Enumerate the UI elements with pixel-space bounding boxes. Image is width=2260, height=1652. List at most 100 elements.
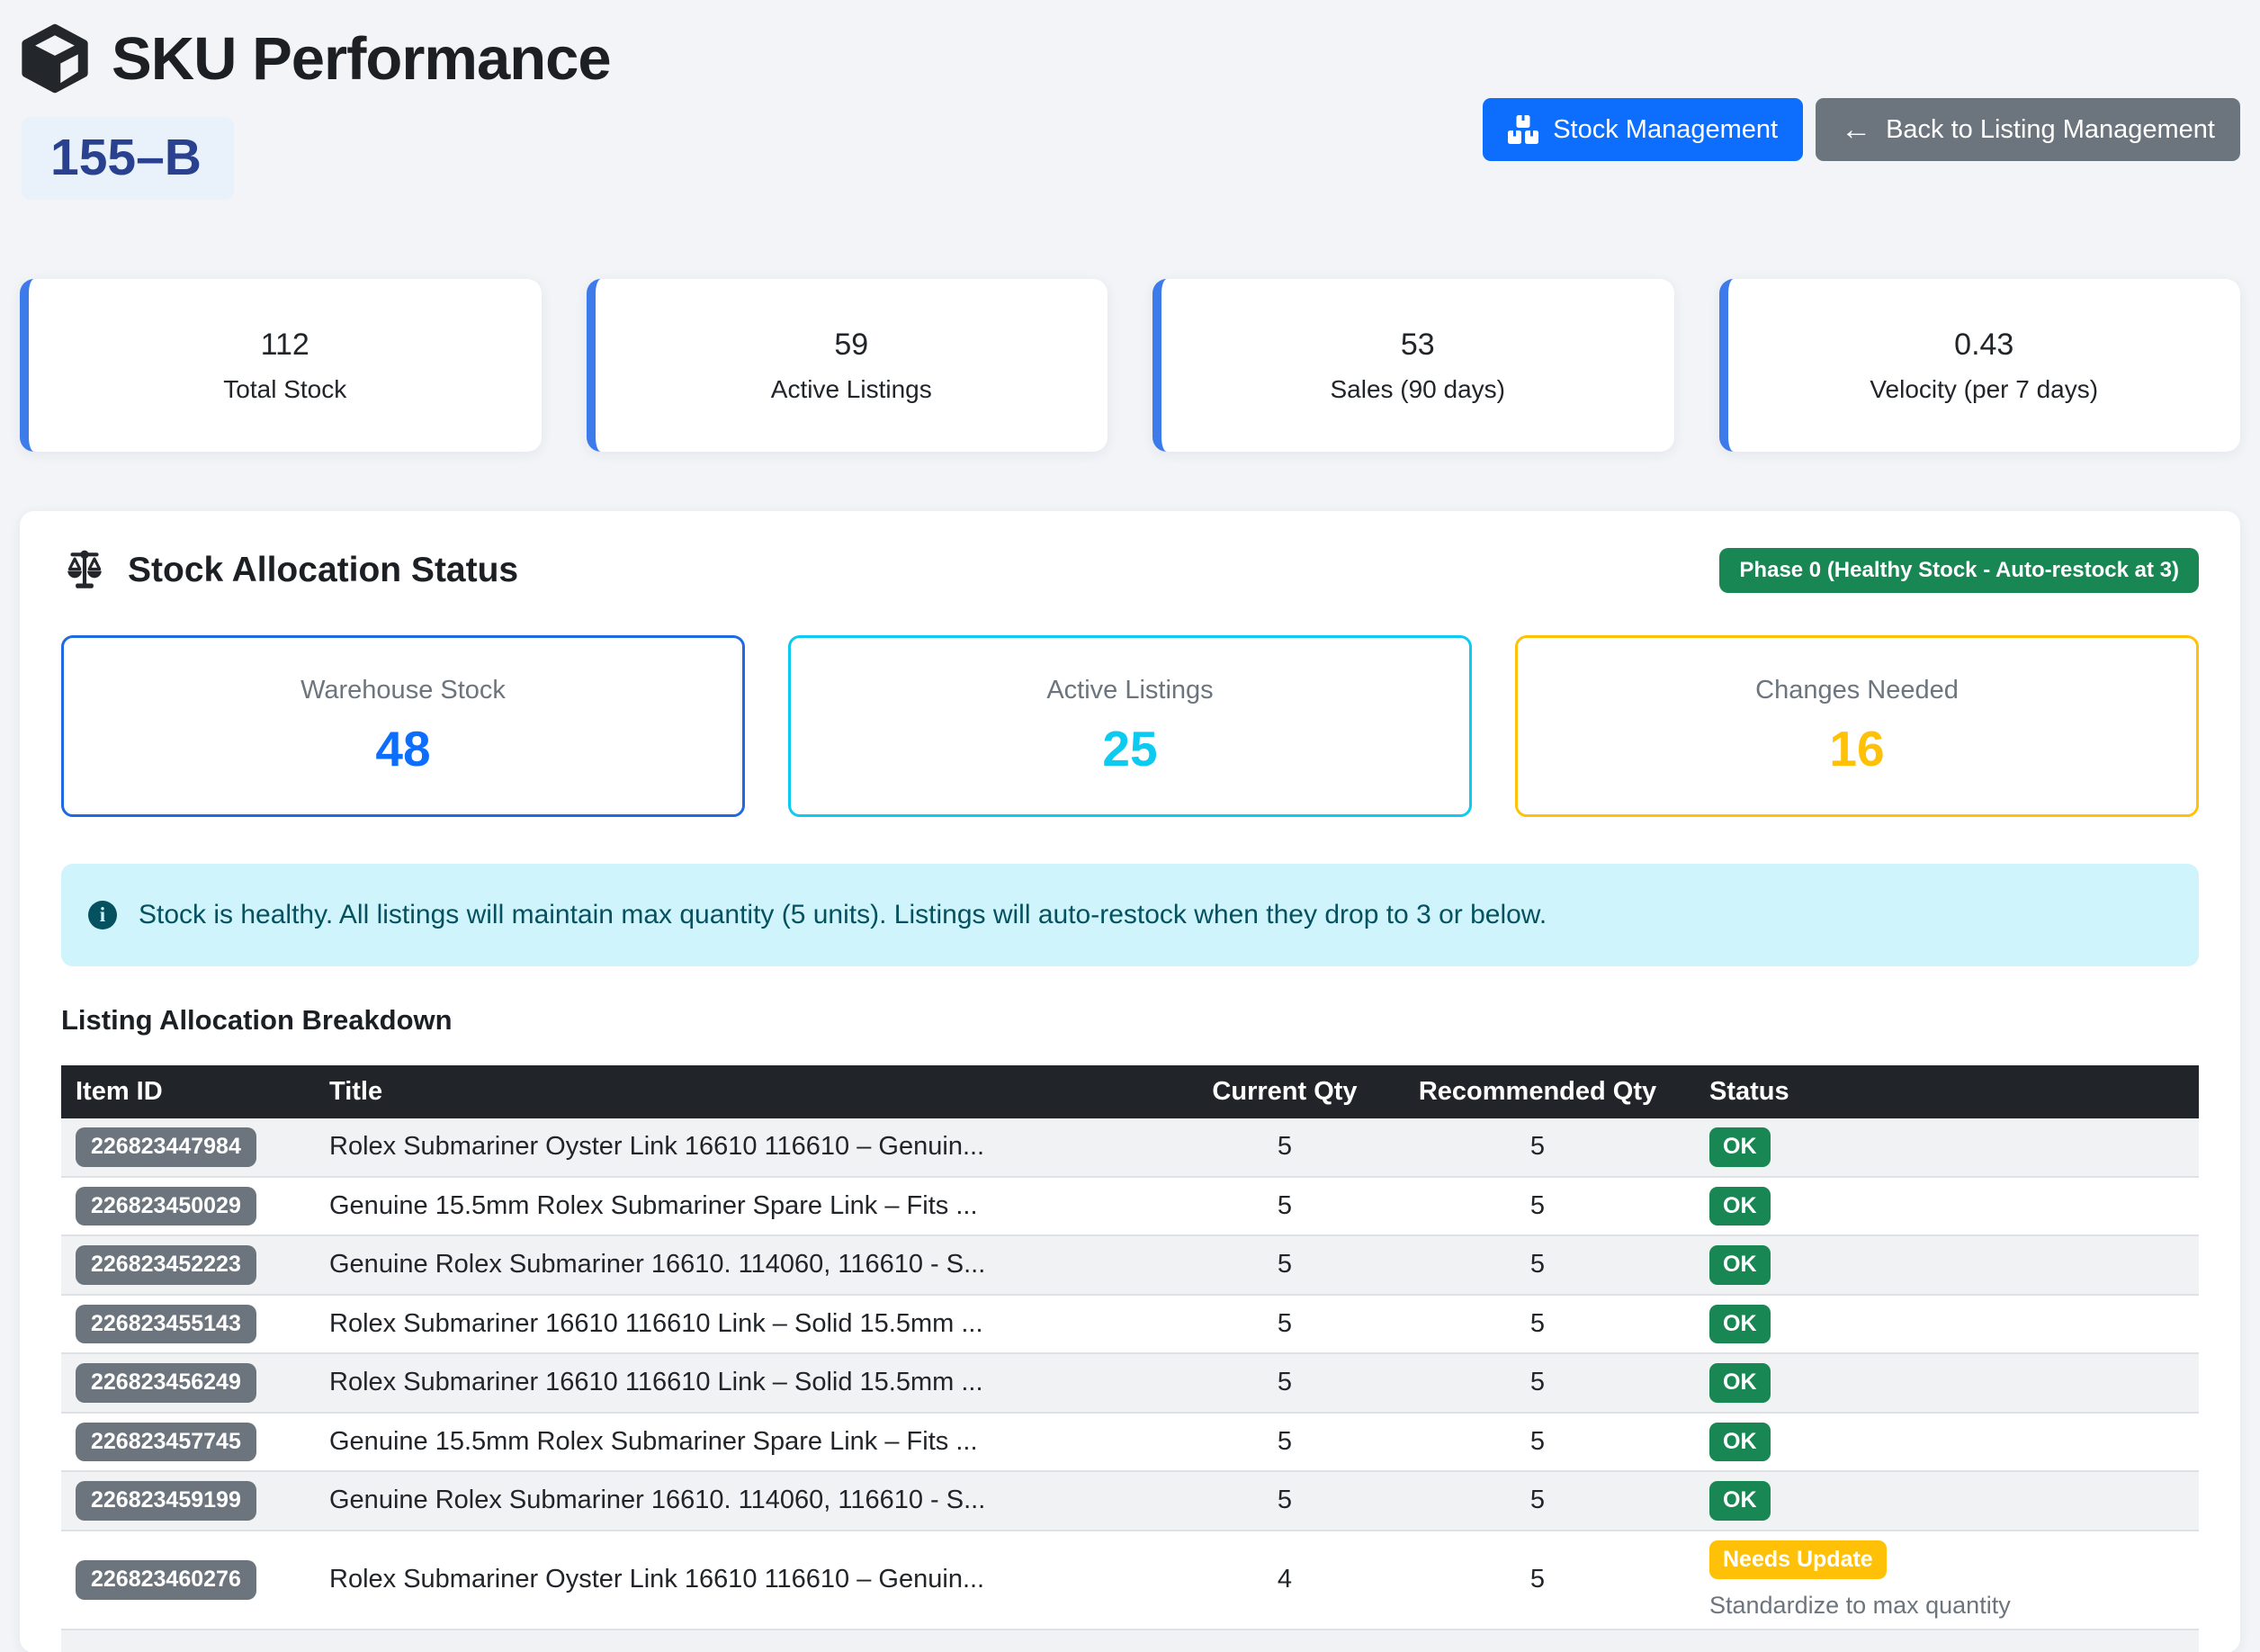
breakdown-title: Listing Allocation Breakdown [61,1004,453,1036]
title-cell: Rolex Submariner 16610 116610 Link – Sol… [315,1294,1189,1354]
status-cell: OK [1695,1353,2199,1414]
recommended-qty-cell: 5 [1380,1118,1695,1178]
title-cell: Genuine 15.5mm Rolex Submariner Spare Li… [315,1412,1189,1472]
status-cell: Needs Update Standardize to max quantity [1695,1530,2199,1630]
current-qty-cell: 5 [1189,1176,1380,1236]
status-badge: OK [1709,1245,1771,1285]
item-id-badge: 226823456249 [76,1363,256,1403]
recommended-qty-cell: 5 [1380,1235,1695,1296]
column-header-item-id: Item ID [61,1065,315,1118]
title-cell: Genuine 15.5mm Rolex Submariner Spare Li… [315,1176,1189,1236]
page-header: SKU Performance [20,23,2240,94]
item-id-badge: 226823460276 [76,1560,256,1600]
item-id-cell: 226823460276 [61,1530,315,1630]
status-badge: OK [1709,1481,1771,1521]
recommended-qty-cell: 5 [1380,1353,1695,1414]
section-title: Stock Allocation Status [128,551,519,589]
recommended-qty-cell: 5 [1380,1471,1695,1531]
alert-message: Stock is healthy. All listings will main… [139,900,1547,929]
status-badge: OK [1709,1186,1771,1226]
cube-icon [22,23,88,94]
status-cell: OK [1695,1235,2199,1296]
column-header-title: Title [315,1065,1189,1118]
back-to-listing-label: Back to Listing Management [1886,114,2215,144]
info-icon: i [88,901,117,929]
item-id-cell: 226823447984 [61,1118,315,1178]
status-cell: OK [1695,1294,2199,1354]
stock-management-button[interactable]: Stock Management [1483,98,1804,161]
listing-allocation-table: Item ID Title Current Qty Recommended Qt… [61,1065,2199,1652]
column-header-status: Status [1695,1065,2199,1118]
back-to-listing-button[interactable]: ← Back to Listing Management [1816,98,2240,161]
item-id-cell: 226823450029 [61,1176,315,1236]
alloc-label: Changes Needed [1755,675,1959,705]
current-qty-cell: 5 [1189,1118,1380,1178]
status-cell: OK [1695,1471,2199,1531]
status-cell: OK [1695,1176,2199,1236]
balance-scale-icon [67,550,102,588]
column-header-current-qty: Current Qty [1189,1065,1380,1118]
title-cell: Rolex Submariner Oyster Link 16610 11661… [315,1118,1189,1178]
table-row: 226823459199 Genuine Rolex Submariner 16… [61,1471,2199,1531]
table-row: 226823456249 Rolex Submariner 16610 1166… [61,1353,2199,1414]
recommended-qty-cell: 5 [1380,1530,1695,1630]
alloc-label: Warehouse Stock [300,675,506,705]
boxes-stacked-icon [1508,115,1539,144]
title-cell: Rolex Submariner 16610 116610 Link – Sol… [315,1353,1189,1414]
item-id-badge: 226823450029 [76,1186,256,1226]
stat-value: 53 [1400,327,1435,362]
stat-value: 59 [834,327,869,362]
stock-healthy-alert: i Stock is healthy. All listings will ma… [61,864,2199,966]
item-id-cell: 226823457745 [61,1412,315,1472]
stat-card-sales-90-days: 53 Sales (90 days) [1152,279,1674,452]
title-cell: Genuine Rolex Submariner 16610. 114060, … [315,1471,1189,1531]
stat-card-active-listings: 59 Active Listings [586,279,1108,452]
item-id-cell: 226823456249 [61,1353,315,1414]
item-id-cell: 226823459199 [61,1471,315,1531]
alloc-value: 48 [375,720,431,777]
item-id-badge: 226823452223 [76,1245,256,1285]
stock-allocation-card: Stock Allocation Status Phase 0 (Healthy… [20,511,2240,1652]
sku-badge: 155–B [22,117,234,200]
header-buttons: Stock Management ← Back to Listing Manag… [1483,98,2240,161]
stat-label: Active Listings [770,374,932,403]
table-header-row: Item ID Title Current Qty Recommended Qt… [61,1065,2199,1118]
status-badge: OK [1709,1422,1771,1461]
stats-row: 112 Total Stock 59 Active Listings 53 Sa… [20,279,2240,452]
table-row-partial [61,1630,2199,1652]
stat-value: 112 [260,327,309,362]
current-qty-cell: 5 [1189,1471,1380,1531]
item-id-badge: 226823459199 [76,1481,256,1521]
current-qty-cell: 5 [1189,1235,1380,1296]
stat-label: Sales (90 days) [1330,374,1506,403]
allocation-boxes: Warehouse Stock 48 Active Listings 25 Ch… [61,635,2199,817]
arrow-left-icon: ← [1841,112,1872,147]
current-qty-cell: 4 [1189,1530,1380,1630]
page-title: SKU Performance [112,24,612,93]
phase-status-badge: Phase 0 (Healthy Stock - Auto-restock at… [1719,548,2199,593]
table-row: 226823450029 Genuine 15.5mm Rolex Submar… [61,1176,2199,1236]
status-cell: OK [1695,1412,2199,1472]
status-badge: Needs Update [1709,1540,1887,1579]
stock-management-label: Stock Management [1553,114,1779,144]
recommended-qty-cell: 5 [1380,1294,1695,1354]
current-qty-cell: 5 [1189,1353,1380,1414]
alloc-value: 16 [1829,720,1885,777]
item-id-badge: 226823457745 [76,1422,256,1461]
item-id-cell: 226823452223 [61,1235,315,1296]
item-id-badge: 226823455143 [76,1304,256,1343]
table-row: 226823447984 Rolex Submariner Oyster Lin… [61,1118,2199,1178]
alloc-value: 25 [1102,720,1158,777]
table-row: 226823460276 Rolex Submariner Oyster Lin… [61,1530,2199,1630]
stat-card-total-stock: 112 Total Stock [20,279,542,452]
current-qty-cell: 5 [1189,1412,1380,1472]
status-cell: OK [1695,1118,2199,1178]
stat-card-velocity: 0.43 Velocity (per 7 days) [1718,279,2240,452]
status-badge: OK [1709,1304,1771,1343]
table-row: 226823452223 Genuine Rolex Submariner 16… [61,1235,2199,1296]
active-listings-box: Active Listings 25 [788,635,1472,817]
section-header: Stock Allocation Status Phase 0 (Healthy… [61,547,2199,594]
item-id-cell: 226823455143 [61,1294,315,1354]
title-cell: Genuine Rolex Submariner 16610. 114060, … [315,1235,1189,1296]
